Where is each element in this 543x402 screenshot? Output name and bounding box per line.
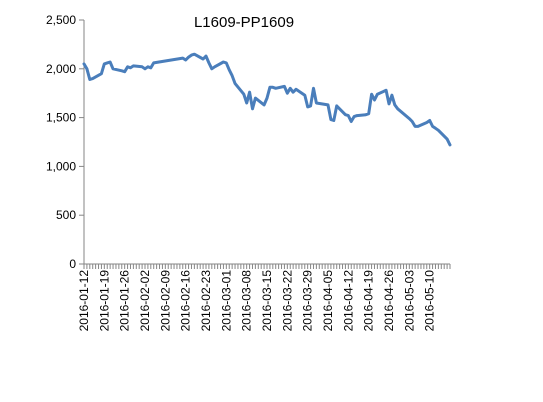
plot-area bbox=[82, 52, 452, 147]
x-tick-label: 2016-05-10 bbox=[423, 270, 437, 332]
x-tick-label: 2016-01-12 bbox=[77, 270, 91, 332]
series-line bbox=[82, 52, 452, 147]
x-tick-label: 2016-02-16 bbox=[179, 270, 193, 332]
y-tick-label: 1,500 bbox=[46, 111, 76, 125]
chart-title: L1609-PP1609 bbox=[194, 14, 294, 31]
x-tick-label: 2016-04-12 bbox=[341, 270, 355, 332]
x-tick-label: 2016-02-09 bbox=[158, 270, 172, 332]
y-tick-label: 500 bbox=[56, 208, 76, 222]
x-tick-label: 2016-04-05 bbox=[321, 270, 335, 332]
x-tick-label: 2016-01-26 bbox=[118, 270, 132, 332]
y-tick-label: 0 bbox=[69, 257, 76, 271]
x-tick-label: 2016-04-26 bbox=[382, 270, 396, 332]
x-tick-label: 2016-03-22 bbox=[280, 270, 294, 332]
x-tick-label: 2016-05-03 bbox=[402, 270, 416, 332]
x-tick-label: 2016-03-15 bbox=[260, 270, 274, 332]
y-tick-label: 2,500 bbox=[46, 13, 76, 27]
x-tick-label: 2016-03-01 bbox=[219, 270, 233, 332]
x-tick-label: 2016-03-29 bbox=[301, 270, 315, 332]
y-tick-label: 1,000 bbox=[46, 159, 76, 173]
x-tick-label: 2016-02-23 bbox=[199, 270, 213, 332]
x-tick-label: 2016-03-08 bbox=[240, 270, 254, 332]
x-tick-label: 2016-02-02 bbox=[138, 270, 152, 332]
y-axis: 0 500 1,000 1,500 2,000 2,500 bbox=[46, 13, 85, 271]
x-tick-label: 2016-01-19 bbox=[97, 270, 111, 332]
x-axis: 2016-01-12 2016-01-19 2016-01-26 2016-02-02… bbox=[77, 263, 451, 332]
y-tick-label: 2,000 bbox=[46, 62, 76, 76]
x-tick-label: 2016-04-19 bbox=[362, 270, 376, 332]
